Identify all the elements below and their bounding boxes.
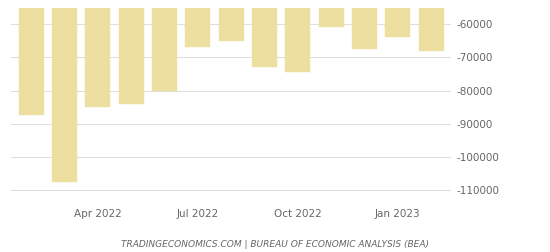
Bar [85,0,110,107]
Bar [152,0,177,90]
Bar [52,0,77,182]
Bar [218,0,244,41]
Bar [185,0,210,47]
Bar [385,0,410,37]
Bar [285,0,310,72]
Bar [352,0,377,49]
Bar [318,0,344,27]
Bar [419,0,443,51]
Bar [19,0,43,115]
Bar [118,0,144,104]
Bar [252,0,277,67]
Text: TRADINGECONOMICS.COM | BUREAU OF ECONOMIC ANALYSIS (BEA): TRADINGECONOMICS.COM | BUREAU OF ECONOMI… [121,240,429,249]
